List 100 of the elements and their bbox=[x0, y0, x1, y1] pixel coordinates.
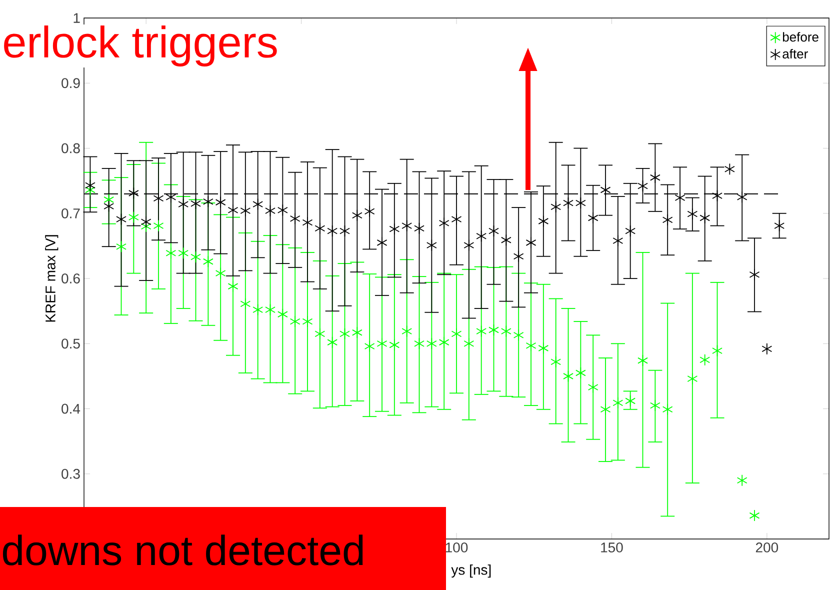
point bbox=[488, 324, 499, 336]
point bbox=[625, 225, 636, 237]
y-tick-label: 0.4 bbox=[62, 404, 80, 414]
point bbox=[290, 316, 300, 328]
point bbox=[736, 191, 748, 204]
y-tick-label: 0.8 bbox=[62, 143, 80, 154]
point bbox=[513, 250, 524, 262]
point bbox=[650, 172, 660, 184]
point bbox=[464, 338, 474, 350]
y-tick-label: 1 bbox=[74, 13, 80, 23]
point bbox=[612, 234, 624, 247]
point bbox=[438, 336, 450, 348]
point bbox=[749, 510, 760, 522]
annotation: erlock triggers bbox=[4, 25, 277, 66]
y-tick-label: 0.9 bbox=[62, 78, 80, 88]
point bbox=[352, 326, 362, 339]
point bbox=[526, 236, 536, 249]
point bbox=[240, 204, 251, 217]
x-tick-label: 100 bbox=[446, 542, 468, 552]
point bbox=[116, 213, 126, 226]
point bbox=[563, 370, 574, 382]
point bbox=[153, 192, 164, 204]
point bbox=[240, 298, 251, 310]
x-tick-label: 150 bbox=[601, 542, 623, 552]
y-tick-label: 0.6 bbox=[62, 274, 80, 284]
point bbox=[438, 217, 450, 230]
point bbox=[712, 344, 722, 357]
point bbox=[290, 212, 300, 225]
point bbox=[389, 223, 400, 235]
point bbox=[687, 372, 698, 385]
point bbox=[352, 209, 362, 222]
point bbox=[376, 236, 388, 249]
point bbox=[674, 192, 686, 204]
point bbox=[575, 197, 586, 209]
point bbox=[104, 200, 114, 212]
point bbox=[476, 230, 487, 242]
point bbox=[252, 304, 264, 316]
point bbox=[414, 222, 424, 234]
point bbox=[526, 340, 536, 352]
point bbox=[612, 396, 624, 409]
point bbox=[277, 204, 288, 216]
y-tick-label: 0.3 bbox=[62, 468, 80, 479]
point bbox=[153, 220, 164, 232]
point bbox=[700, 212, 710, 224]
point bbox=[277, 308, 288, 320]
point bbox=[538, 215, 549, 228]
point bbox=[116, 240, 126, 253]
y-tick-label: 0.7 bbox=[62, 208, 80, 218]
point bbox=[84, 179, 96, 192]
point bbox=[426, 239, 437, 252]
legend-label: before bbox=[782, 32, 818, 42]
point bbox=[202, 196, 214, 208]
point bbox=[500, 234, 512, 246]
point bbox=[202, 256, 214, 268]
point bbox=[228, 204, 238, 216]
point bbox=[414, 338, 424, 350]
point bbox=[228, 280, 238, 292]
point bbox=[166, 191, 176, 204]
point bbox=[190, 198, 201, 210]
point bbox=[563, 197, 574, 209]
point bbox=[588, 381, 598, 394]
point bbox=[662, 214, 673, 226]
point bbox=[575, 366, 586, 379]
point bbox=[588, 212, 598, 224]
point bbox=[128, 211, 139, 224]
point bbox=[488, 225, 499, 237]
point bbox=[364, 205, 375, 218]
legend-label: after bbox=[782, 49, 808, 59]
point bbox=[600, 403, 611, 416]
point bbox=[687, 208, 698, 220]
point bbox=[538, 342, 549, 354]
point bbox=[625, 394, 636, 407]
point bbox=[550, 200, 562, 213]
point bbox=[712, 190, 722, 202]
point bbox=[476, 325, 487, 338]
point bbox=[402, 220, 412, 232]
point bbox=[302, 316, 313, 328]
point bbox=[140, 216, 152, 228]
point bbox=[500, 325, 512, 338]
point bbox=[340, 225, 350, 237]
point bbox=[389, 338, 400, 351]
point bbox=[736, 474, 748, 486]
point bbox=[190, 251, 201, 263]
point bbox=[364, 340, 375, 352]
point bbox=[451, 328, 462, 340]
point bbox=[178, 198, 189, 210]
point bbox=[700, 354, 710, 366]
point bbox=[215, 267, 226, 280]
y-axis-title: KREF max [V] bbox=[45, 235, 58, 322]
point bbox=[314, 222, 326, 234]
point bbox=[327, 225, 338, 237]
point bbox=[749, 268, 760, 281]
point bbox=[327, 336, 338, 348]
point bbox=[451, 213, 462, 226]
point bbox=[662, 403, 673, 416]
x-axis-title: ys [ns] bbox=[451, 564, 491, 578]
point bbox=[762, 342, 772, 355]
point bbox=[402, 325, 412, 338]
point bbox=[638, 354, 648, 367]
point bbox=[178, 247, 189, 260]
